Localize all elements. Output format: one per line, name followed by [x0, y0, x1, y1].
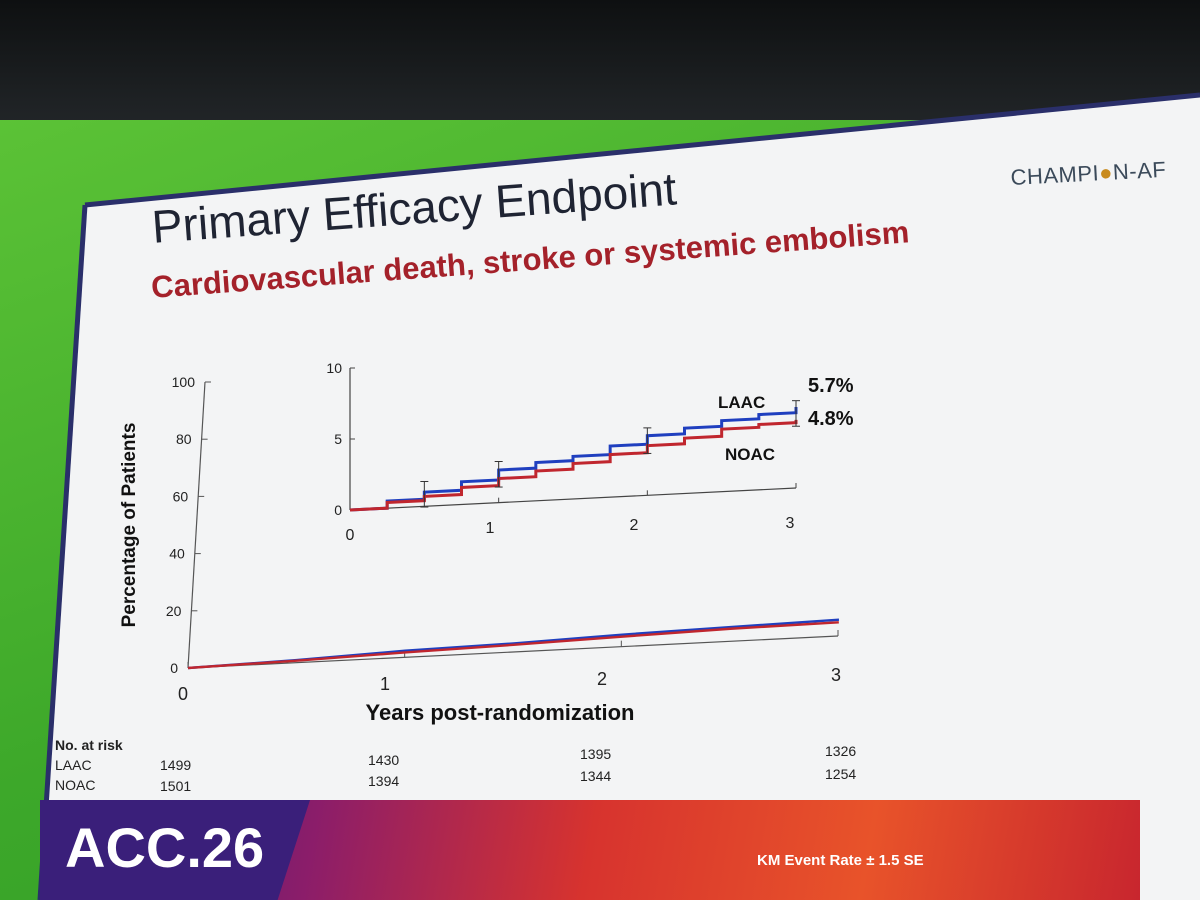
km-footnote: KM Event Rate ± 1.5 SE [757, 852, 924, 869]
inset-x-tick-label: 2 [630, 517, 639, 534]
inset-y-tick-label: 10 [326, 360, 342, 376]
inset-x-tick-label: 1 [486, 520, 495, 537]
acc-logo: ACC.26 [65, 816, 265, 879]
main-y-tick-label: 40 [169, 546, 185, 562]
inset-y-tick-label: 5 [334, 431, 342, 447]
inset-series-noac [349, 419, 798, 512]
risk-cell: 1501 [160, 778, 192, 794]
main-x-tick-label: 3 [831, 665, 841, 685]
risk-cell: 1395 [580, 746, 612, 762]
y-axis-label: Percentage of Patients [119, 423, 140, 628]
main-x-tick-label: 0 [178, 684, 188, 704]
risk-cell: 1254 [825, 766, 857, 782]
laac-series-label: LAAC [718, 393, 765, 412]
inset-x-tick-label: 3 [786, 515, 795, 532]
risk-row-label-laac: LAAC [55, 757, 92, 773]
risk-row-label-noac: NOAC [55, 777, 96, 793]
main-chart-lines [187, 618, 840, 670]
main-series-noac [187, 621, 839, 670]
risk-table-header: No. at risk [55, 737, 123, 753]
risk-cell: 1326 [825, 743, 857, 759]
conference-logo-block [40, 800, 310, 900]
main-x-axis [187, 635, 839, 669]
risk-cell: 1344 [580, 768, 612, 784]
main-x-tick-label: 1 [380, 674, 390, 694]
main-y-tick-label: 20 [166, 603, 182, 619]
main-y-axis [187, 381, 206, 669]
x-axis-label: Years post-randomization [366, 700, 635, 725]
inset-y-tick-label: 0 [334, 502, 342, 518]
main-y-tick-label: 60 [173, 488, 189, 504]
risk-cell: 1499 [160, 757, 192, 773]
inset-chart-lines [349, 400, 800, 512]
main-x-tick-label: 2 [597, 669, 607, 689]
noac-end-label: 4.8% [808, 408, 854, 430]
noac-series-label: NOAC [725, 445, 775, 464]
risk-cell: 1394 [368, 773, 400, 789]
main-y-tick-label: 100 [172, 374, 196, 390]
risk-cell: 1430 [368, 752, 400, 768]
laac-end-label: 5.7% [808, 375, 854, 397]
main-y-tick-label: 0 [170, 660, 178, 676]
main-y-tick-label: 80 [176, 431, 192, 447]
inset-x-tick-label: 0 [346, 527, 355, 544]
